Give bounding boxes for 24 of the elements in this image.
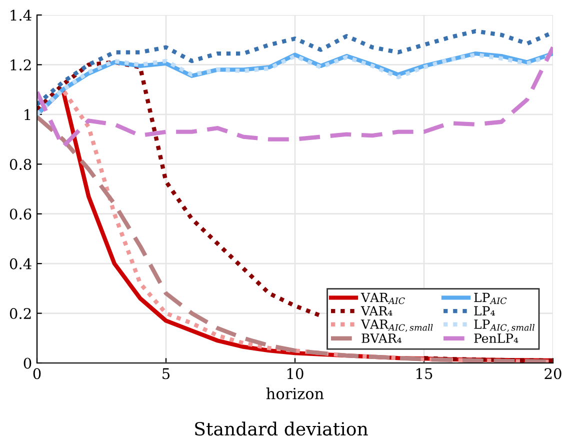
legend-label: VAR₄ <box>360 306 392 316</box>
x-tick-label: 15 <box>416 368 432 380</box>
y-tick-label: 0 <box>24 358 32 369</box>
x-tick-label: 5 <box>162 368 170 380</box>
y-tick-label: 0.8 <box>10 158 32 170</box>
legend-label: LP$_{AIC}$ <box>474 292 507 304</box>
legend-label: LP₄ <box>474 306 495 316</box>
x-tick-label: 10 <box>288 368 304 380</box>
legend-label: VAR$_{AIC}$ <box>360 292 405 304</box>
y-tick-label: 1.4 <box>10 10 32 21</box>
y-tick-label: 0.6 <box>10 208 32 220</box>
text: Standard deviation <box>195 422 368 436</box>
y-tick-label: 0.2 <box>10 308 31 320</box>
legend-label: LP$_{AIC,small}$ <box>474 320 534 332</box>
legend-label: BVAR₄ <box>362 334 402 343</box>
x-axis-title: horizon <box>266 388 324 400</box>
x-tick-label: 0 <box>33 368 41 380</box>
legend-label: VAR$_{AIC,small}$ <box>360 320 433 332</box>
legend-label: PenLP₄ <box>474 334 518 343</box>
line-series <box>37 45 553 149</box>
y-tick-label: 0.4 <box>10 258 32 270</box>
y-tick-label: 1 <box>24 109 30 120</box>
x-tick-label: 20 <box>544 368 562 380</box>
y-tick-label: 1.2 <box>10 59 31 70</box>
